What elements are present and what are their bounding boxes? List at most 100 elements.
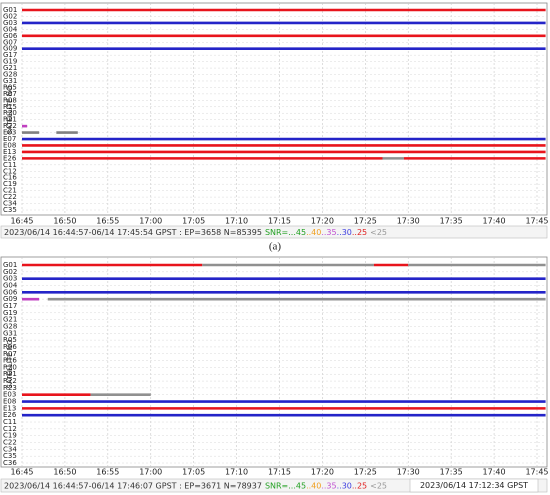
satellite-label: E07 [3,135,16,143]
satellite-label: C35 [3,452,17,460]
satellite-label: E13 [3,404,16,412]
satellite-label: C12 [3,167,17,175]
satellite-label: E03 [3,391,16,399]
satellite-label: G03 [3,19,17,27]
snr-legend-item: ..40 [306,228,321,237]
status-bar [0,225,548,239]
satellite-label: R15 [3,103,17,111]
snr-legend-item: SNR=...45 [265,481,306,490]
x-tick-label: 17:30 [397,217,420,226]
satellite-label: G21 [3,64,17,72]
x-tick-label: 17:25 [354,217,377,226]
x-tick-label: 17:45 [525,217,548,226]
x-tick-label: 17:30 [397,468,420,477]
satellite-label: G17 [3,302,17,310]
snr-legend-item: <25 [370,228,387,237]
satellite-label: C12 [3,425,17,433]
x-tick-label: 16:50 [53,468,76,477]
satellite-label: E26 [3,154,17,162]
satellite-label: R20 [3,363,17,371]
satellite-label: R16 [3,357,17,365]
satellite-label: C19 [3,180,17,188]
x-tick-label: 17:25 [354,468,377,477]
satellite-label: R08 [3,96,17,104]
satellite-label: E08 [3,141,16,149]
plot-panel: 16:45 16:50 16:55 17:00 17:05 17:10 17:15 17:20… [0,256,549,493]
satellite-label: C36 [3,459,17,467]
caption: (a) [269,241,282,253]
satellite-label: G19 [3,58,17,66]
y-axis-label: SATELLITE NO [6,339,14,389]
satellite-label: R22 [3,122,17,130]
satellite-label: C16 [3,174,17,182]
x-tick-label: 16:45 [10,468,33,477]
snr-legend-item: ..25 [352,228,367,237]
satellite-label: G31 [3,329,17,337]
satellite-label: R07 [3,350,17,358]
satellite-label: G09 [3,295,17,303]
x-tick-label: 17:15 [268,468,291,477]
satellite-label: G28 [3,322,17,330]
satellite-label: C35 [3,206,17,214]
cursor-time-box [409,478,539,493]
x-tick-label: 17:20 [311,468,334,477]
satellite-label: G07 [3,38,17,46]
x-tick-label: 16:55 [96,468,119,477]
cursor-time: 2023/06/14 17:12:34 GPST [420,481,528,490]
x-tick-label: 16:45 [10,217,33,226]
x-tick-label: 17:00 [139,468,162,477]
snr-legend-item: ..35 [321,481,336,490]
satellite-label: C22 [3,193,17,201]
x-tick-label: 17:15 [268,217,291,226]
x-tick-label: 17:20 [311,217,334,226]
satellite-label: R23 [3,384,17,392]
satellite-label: E26 [3,411,17,419]
satellite-label: C34 [3,200,17,208]
y-axis-label: SATELLITE NO [6,85,14,135]
x-tick-label: 17:10 [225,468,248,477]
snr-legend-item: <25 [370,481,387,490]
satellite-label: G31 [3,77,17,85]
x-tick-label: 17:00 [139,217,162,226]
x-tick-label: 17:05 [182,468,205,477]
satellite-label: R05 [3,83,17,91]
satellite-label: R21 [3,370,17,378]
x-tick-label: 17:45 [525,468,548,477]
satellite-label: C19 [3,432,17,440]
satellite-label: G06 [3,32,18,40]
satellite-label: E13 [3,148,16,156]
snr-legend-item: ..30 [337,481,352,490]
x-tick-label: 17:35 [440,217,463,226]
satellite-label: G02 [3,12,17,20]
status-text: 2023/06/14 16:44:57-06/14 17:45:54 GPST … [4,228,387,237]
satellite-label: R20 [3,109,17,117]
plot-panel: 16:45 16:50 16:55 17:00 17:05 17:10 17:15 17:20… [0,2,549,253]
satellite-label: G19 [3,309,17,317]
plot-frame [0,2,548,216]
status-text: 2023/06/14 16:44:57-06/14 17:46:07 GPST … [4,481,387,490]
snr-legend-item: ..35 [321,228,336,237]
satellite-label: G04 [3,25,18,33]
satellite-label: C34 [3,445,17,453]
x-tick-label: 17:40 [483,217,506,226]
satellite-label: R05 [3,336,17,344]
x-tick-label: 16:55 [96,217,119,226]
satellite-label: G17 [3,51,17,59]
satellite-label: R21 [3,116,17,124]
satellite-label: C11 [3,418,17,426]
satellite-label: G01 [3,6,17,14]
satellite-label: G06 [3,288,18,296]
satellite-label: R06 [3,343,17,351]
x-tick-label: 17:35 [440,468,463,477]
snr-legend-item: ..25 [352,481,367,490]
snr-legend-item: ..40 [306,481,321,490]
satellite-label: R22 [3,377,17,385]
x-tick-label: 17:40 [483,468,506,477]
satellite-label: C22 [3,439,17,447]
satellite-label: G04 [3,281,18,289]
status-summary: 2023/06/14 16:44:57-06/14 17:45:54 GPST … [4,228,262,237]
satellite-label: C11 [3,161,17,169]
x-tick-label: 17:05 [182,217,205,226]
satellite-label: G21 [3,316,17,324]
